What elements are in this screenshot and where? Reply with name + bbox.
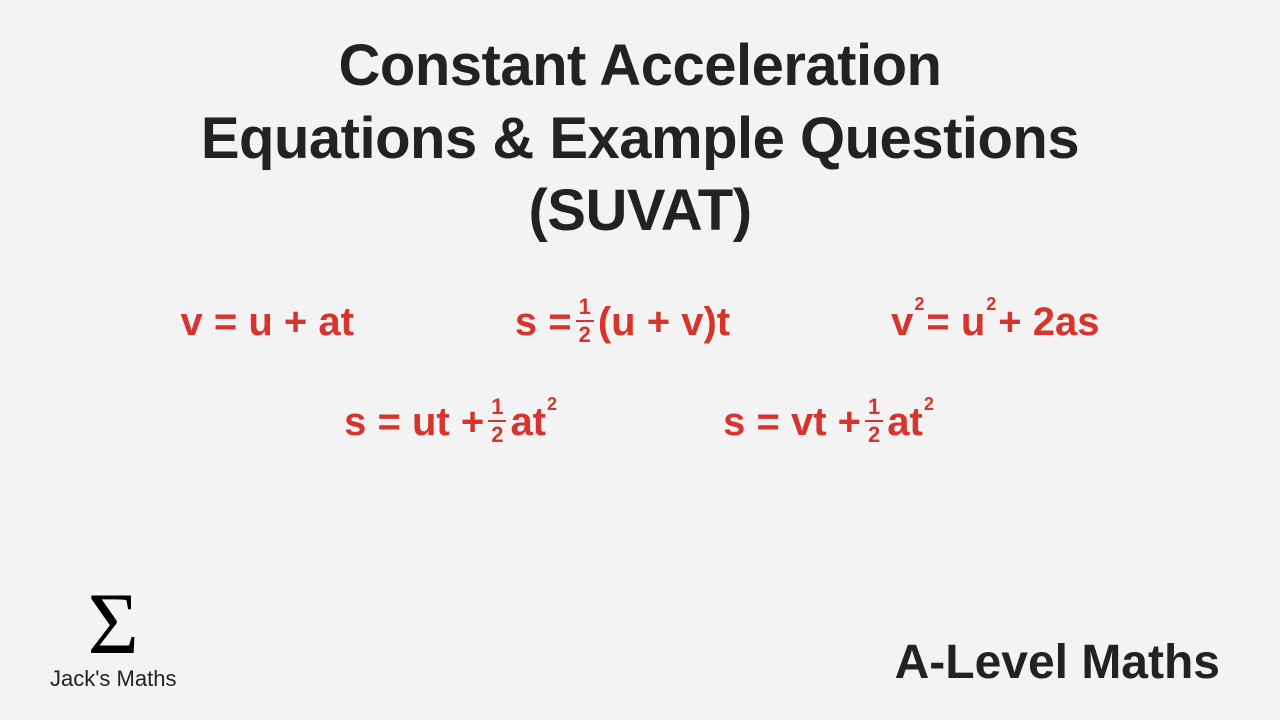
equation-2: s = 1 2 (u + v)t: [515, 298, 730, 348]
eq5-fraction: 1 2: [865, 396, 883, 446]
brand-label: Jack's Maths: [50, 666, 176, 692]
eq2-pre: s =: [515, 300, 572, 345]
brand-block: Σ Jack's Maths: [50, 592, 176, 692]
eq4-fraction: 1 2: [488, 396, 506, 446]
eq2-fraction: 1 2: [576, 296, 594, 346]
eq5-pre: s = vt +: [723, 400, 861, 445]
sigma-icon: Σ: [50, 592, 176, 658]
eq4-pre: s = ut +: [344, 400, 484, 445]
equation-row-2: s = ut + 1 2 at 2 s = vt + 1 2 at 2: [100, 398, 1180, 448]
eq5-mid: at: [887, 400, 923, 445]
eq5-frac-num: 1: [865, 396, 883, 422]
title-line-1: Constant Acceleration: [0, 30, 1280, 103]
eq2-frac-den: 2: [579, 322, 591, 346]
equation-5: s = vt + 1 2 at 2: [723, 398, 936, 448]
equations-block: v = u + at s = 1 2 (u + v)t v 2 = u 2 + …: [0, 298, 1280, 448]
eq2-post: (u + v)t: [598, 300, 730, 345]
eq5-frac-den: 2: [868, 422, 880, 446]
eq3-s2: 2: [986, 294, 996, 315]
equation-row-1: v = u + at s = 1 2 (u + v)t v 2 = u 2 + …: [100, 298, 1180, 348]
equation-1: v = u + at: [180, 300, 353, 345]
eq4-frac-den: 2: [491, 422, 503, 446]
title-line-3: (SUVAT): [0, 175, 1280, 248]
eq3-p1: v: [891, 300, 913, 345]
level-label: A-Level Maths: [895, 635, 1220, 690]
equation-3: v 2 = u 2 + 2as: [891, 300, 1099, 345]
eq3-s1: 2: [914, 294, 924, 315]
eq2-frac-num: 1: [576, 296, 594, 322]
eq3-p3: + 2as: [998, 300, 1099, 345]
eq4-mid: at: [510, 400, 546, 445]
eq1-text: v = u + at: [180, 300, 353, 345]
eq4-frac-num: 1: [488, 396, 506, 422]
page-title: Constant Acceleration Equations & Exampl…: [0, 0, 1280, 248]
eq5-sup: 2: [924, 394, 934, 415]
eq3-p2: = u: [926, 300, 985, 345]
equation-4: s = ut + 1 2 at 2: [344, 398, 559, 448]
title-line-2: Equations & Example Questions: [0, 103, 1280, 176]
eq4-sup: 2: [547, 394, 557, 415]
